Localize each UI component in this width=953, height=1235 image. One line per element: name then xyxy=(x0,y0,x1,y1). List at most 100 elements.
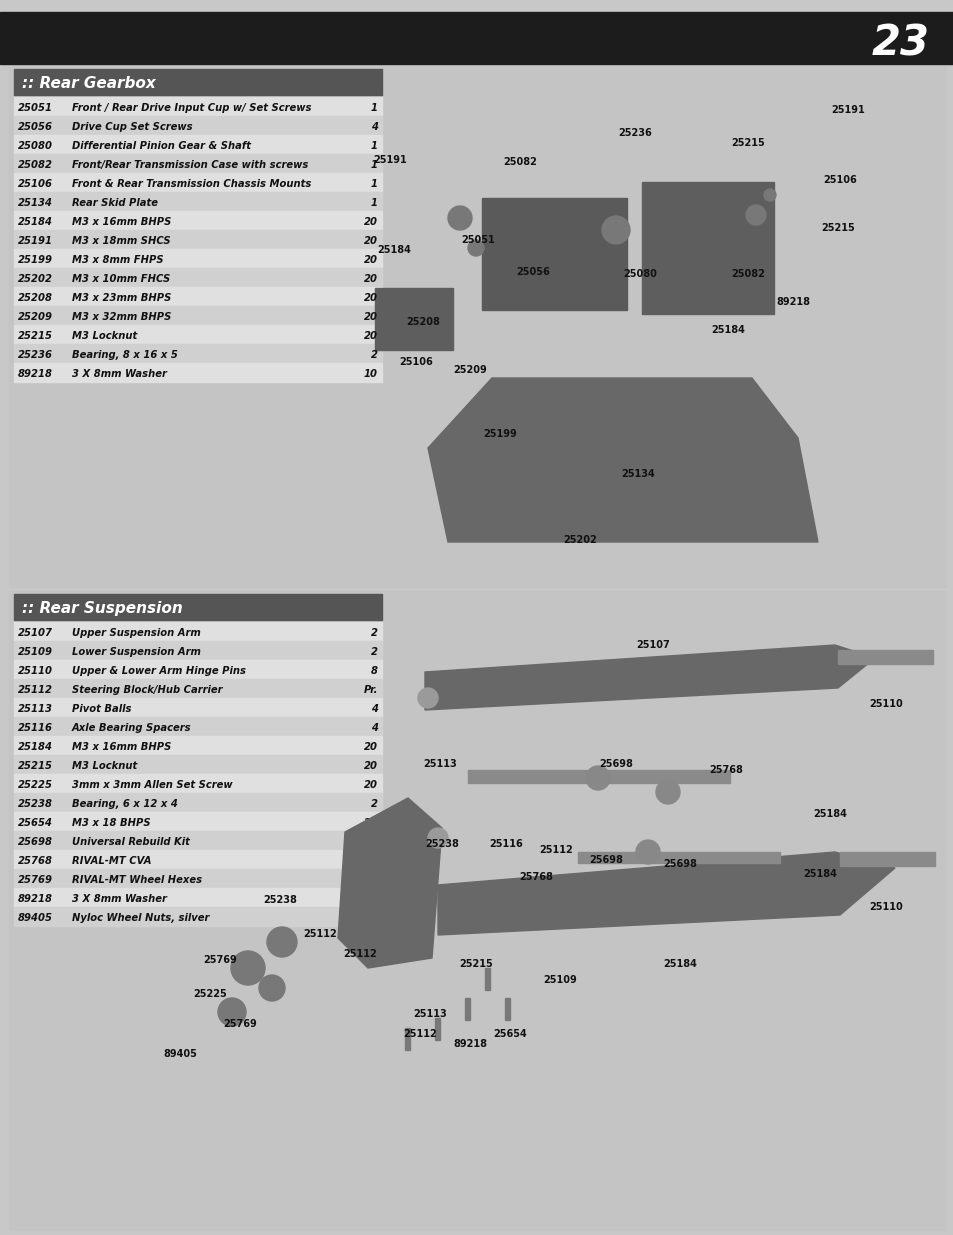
Circle shape xyxy=(218,998,246,1026)
Polygon shape xyxy=(337,798,441,968)
Bar xyxy=(0,12,953,64)
Text: 25107: 25107 xyxy=(636,640,669,650)
Bar xyxy=(578,852,780,863)
Circle shape xyxy=(763,189,775,201)
Bar xyxy=(14,173,381,191)
Text: Bearing, 6 x 12 x 4: Bearing, 6 x 12 x 4 xyxy=(71,799,177,809)
Text: 1: 1 xyxy=(371,837,377,847)
Text: M3 x 18mm SHCS: M3 x 18mm SHCS xyxy=(71,236,171,247)
Text: 25112: 25112 xyxy=(18,685,53,695)
Text: 25199: 25199 xyxy=(482,429,517,438)
Text: 20: 20 xyxy=(364,781,377,790)
Bar xyxy=(485,968,490,990)
Text: 25112: 25112 xyxy=(343,948,376,960)
Text: 25082: 25082 xyxy=(730,269,764,279)
Text: 25191: 25191 xyxy=(18,236,53,247)
Bar xyxy=(14,230,381,249)
Circle shape xyxy=(448,206,472,230)
Text: 25654: 25654 xyxy=(493,1029,526,1039)
Text: 1: 1 xyxy=(371,161,377,170)
Text: 25768: 25768 xyxy=(708,764,742,776)
Bar xyxy=(14,287,381,306)
Text: 25236: 25236 xyxy=(18,351,53,361)
Text: Pivot Balls: Pivot Balls xyxy=(71,704,132,714)
Bar xyxy=(14,774,381,793)
Text: 89218: 89218 xyxy=(775,296,809,308)
Text: 25184: 25184 xyxy=(18,742,53,752)
Text: 25110: 25110 xyxy=(868,699,902,709)
Text: 25116: 25116 xyxy=(18,724,53,734)
Text: M3 x 16mm BHPS: M3 x 16mm BHPS xyxy=(71,742,172,752)
Text: Steering Block/Hub Carrier: Steering Block/Hub Carrier xyxy=(71,685,222,695)
Bar xyxy=(10,592,945,1230)
Bar xyxy=(481,198,626,310)
Text: 25113: 25113 xyxy=(18,704,53,714)
Bar xyxy=(14,154,381,173)
Bar xyxy=(14,888,381,906)
Text: 25106: 25106 xyxy=(18,179,53,189)
Text: 1: 1 xyxy=(371,104,377,114)
Text: 25215: 25215 xyxy=(458,960,493,969)
Text: 89218: 89218 xyxy=(18,894,53,904)
Circle shape xyxy=(417,688,437,708)
Text: 25215: 25215 xyxy=(730,138,764,148)
Text: 89218: 89218 xyxy=(18,369,53,379)
Text: 25215: 25215 xyxy=(18,762,53,772)
Text: M3 x 10mm FHCS: M3 x 10mm FHCS xyxy=(71,274,170,284)
Circle shape xyxy=(601,216,629,245)
Text: M3 Locknut: M3 Locknut xyxy=(71,331,137,341)
Text: 25236: 25236 xyxy=(618,128,651,138)
Text: Lower Suspension Arm: Lower Suspension Arm xyxy=(71,647,201,657)
Circle shape xyxy=(656,781,679,804)
Text: 8: 8 xyxy=(371,667,377,677)
Bar xyxy=(14,850,381,869)
Bar xyxy=(14,622,381,641)
Text: 3 X 8mm Washer: 3 X 8mm Washer xyxy=(71,894,167,904)
Text: 10: 10 xyxy=(364,894,377,904)
Circle shape xyxy=(468,240,483,256)
Text: 10: 10 xyxy=(364,369,377,379)
Text: Drive Cup Set Screws: Drive Cup Set Screws xyxy=(71,122,193,132)
Text: :: Rear Gearbox: :: Rear Gearbox xyxy=(22,77,155,91)
Text: 25113: 25113 xyxy=(423,760,456,769)
Text: 20: 20 xyxy=(364,312,377,322)
Circle shape xyxy=(231,951,265,986)
Bar xyxy=(14,249,381,268)
Text: 25698: 25698 xyxy=(662,860,697,869)
Text: 20: 20 xyxy=(364,274,377,284)
Text: RIVAL-MT Wheel Hexes: RIVAL-MT Wheel Hexes xyxy=(71,876,202,885)
Text: 25110: 25110 xyxy=(18,667,53,677)
Text: 25208: 25208 xyxy=(18,294,53,304)
Text: 25082: 25082 xyxy=(502,157,537,167)
Text: 25051: 25051 xyxy=(460,235,495,245)
Text: 25134: 25134 xyxy=(18,199,53,209)
Text: 25107: 25107 xyxy=(18,629,53,638)
Circle shape xyxy=(745,205,765,225)
Text: 25184: 25184 xyxy=(662,960,697,969)
Text: Upper & Lower Arm Hinge Pins: Upper & Lower Arm Hinge Pins xyxy=(71,667,246,677)
Bar xyxy=(14,69,381,95)
Text: 3mm x 3mm Allen Set Screw: 3mm x 3mm Allen Set Screw xyxy=(71,781,233,790)
Text: Front & Rear Transmission Chassis Mounts: Front & Rear Transmission Chassis Mounts xyxy=(71,179,311,189)
Text: 25191: 25191 xyxy=(373,156,406,165)
Text: 25238: 25238 xyxy=(425,839,458,848)
Text: 25113: 25113 xyxy=(413,1009,446,1019)
Text: 2: 2 xyxy=(371,856,377,867)
Text: 4: 4 xyxy=(371,724,377,734)
Circle shape xyxy=(636,840,659,864)
Text: M3 x 18 BHPS: M3 x 18 BHPS xyxy=(71,819,151,829)
Bar xyxy=(405,1028,410,1050)
Text: 25080: 25080 xyxy=(18,141,53,152)
Polygon shape xyxy=(437,852,894,935)
Text: 25056: 25056 xyxy=(516,267,549,277)
Text: 89405: 89405 xyxy=(18,914,53,924)
Text: 2: 2 xyxy=(371,647,377,657)
Bar xyxy=(14,831,381,850)
Bar xyxy=(14,363,381,382)
Bar xyxy=(14,869,381,888)
Text: 25238: 25238 xyxy=(18,799,53,809)
Text: Front / Rear Drive Input Cup w/ Set Screws: Front / Rear Drive Input Cup w/ Set Scre… xyxy=(71,104,312,114)
Text: M3 x 8mm FHPS: M3 x 8mm FHPS xyxy=(71,256,164,266)
Text: 25106: 25106 xyxy=(398,357,433,367)
Bar xyxy=(14,594,381,620)
